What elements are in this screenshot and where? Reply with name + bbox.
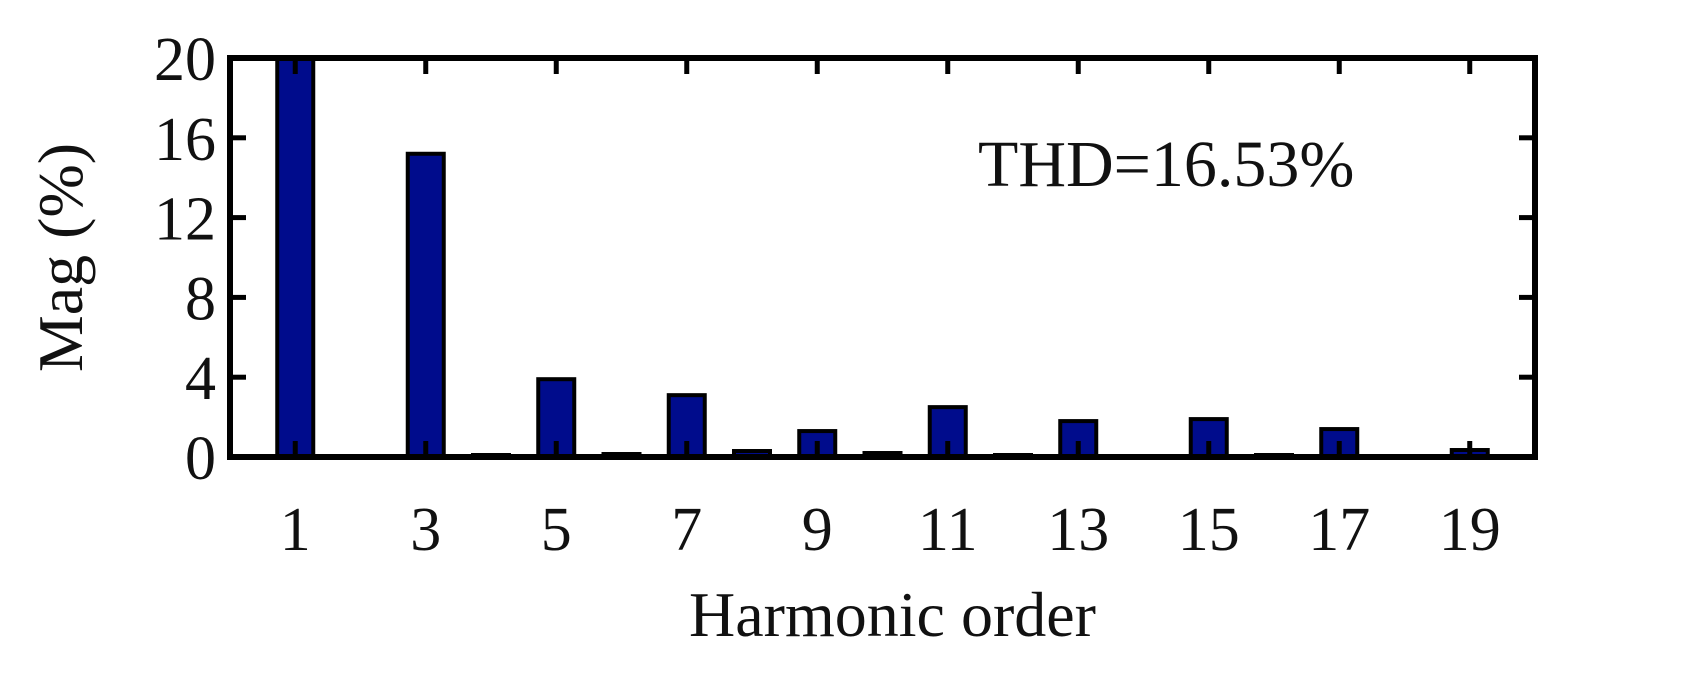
y-tick-label-12: 12: [154, 186, 216, 254]
plot-frame: [227, 55, 1538, 460]
x-tick-label-11: 11: [918, 496, 978, 564]
y-tick-label-4: 4: [185, 345, 216, 413]
y-tick-label-16: 16: [154, 106, 216, 174]
y-tick-label-0: 0: [185, 425, 216, 493]
x-tick-label-5: 5: [541, 496, 572, 564]
x-tick-label-19: 19: [1439, 496, 1501, 564]
x-tick-label-7: 7: [671, 496, 702, 564]
y-tick-label-20: 20: [154, 26, 216, 94]
x-tick-label-15: 15: [1178, 496, 1240, 564]
y-axis-label: Mag (%): [25, 143, 96, 372]
bars-layer: [275, 56, 1490, 460]
x-tick-label-3: 3: [410, 496, 441, 564]
x-tick-label-17: 17: [1308, 496, 1370, 564]
ticks-layer: [230, 55, 1535, 460]
x-axis-label: Harmonic order: [689, 579, 1096, 650]
x-tick-label-9: 9: [802, 496, 833, 564]
x-tick-label-13: 13: [1047, 496, 1109, 564]
thd-annotation: THD=16.53%: [978, 128, 1354, 201]
x-tick-label-1: 1: [280, 496, 311, 564]
bar-harmonic-3: [405, 151, 446, 459]
y-tick-label-8: 8: [185, 265, 216, 333]
bar-harmonic-1: [275, 56, 316, 459]
